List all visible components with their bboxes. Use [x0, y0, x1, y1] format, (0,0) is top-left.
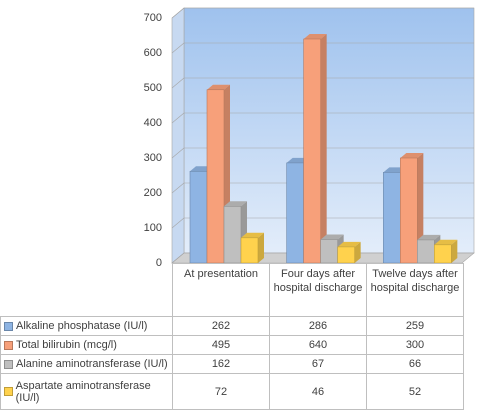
grid-line-side: [171, 7, 185, 19]
bar: [383, 172, 401, 264]
y-tick-label: 0: [156, 257, 162, 269]
category-label: Twelve days after hospital discharge: [366, 263, 464, 317]
bar-top: [337, 241, 361, 247]
value-cell: 495: [172, 335, 270, 355]
side-wall: [171, 7, 185, 264]
category-label: At presentation: [172, 263, 270, 317]
grid-line-side: [171, 112, 185, 124]
value-cell: 262: [172, 316, 270, 336]
table-row: Aspartate aminotransferase (IU/l) 72 46 52: [0, 373, 464, 410]
value-cell: 66: [366, 354, 464, 374]
data-table: At presentation Four days after hospital …: [0, 263, 464, 410]
table-row: Alkaline phosphatase (IU/l) 262 286 259: [0, 316, 464, 336]
bar-top: [417, 234, 441, 240]
legend-label: Alkaline phosphatase (IU/l): [16, 320, 148, 332]
bar: [189, 171, 208, 264]
bar-side: [451, 239, 458, 263]
bar-side: [417, 153, 424, 263]
bar-top: [303, 34, 327, 39]
legend-label: Total bilirubin (mcg/l): [16, 339, 117, 351]
category-label: Four days after hospital discharge: [269, 263, 367, 317]
bar: [320, 239, 338, 264]
bar: [400, 157, 418, 264]
y-tick-label: 100: [144, 222, 162, 234]
bar-top: [207, 84, 230, 90]
blank-cell: [1, 264, 173, 317]
row-label: Total bilirubin (mcg/l): [4, 339, 169, 351]
value-cell: 300: [366, 335, 464, 355]
bar-top: [320, 234, 344, 240]
bar: [303, 38, 321, 264]
row-label: Aspartate aminotransferase (IU/l): [4, 380, 169, 404]
y-tick-label: 600: [144, 47, 162, 59]
y-tick-label: 200: [144, 187, 162, 199]
bar-top: [434, 239, 458, 245]
row-label-cell: Aspartate aminotransferase (IU/l): [0, 373, 173, 410]
value-cell: 67: [269, 354, 367, 374]
y-tick-label: 700: [144, 12, 162, 24]
value-cell: 52: [366, 373, 464, 410]
grid-line-side: [171, 42, 185, 54]
row-label-cell: Alkaline phosphatase (IU/l): [0, 316, 173, 336]
row-label-cell: Alanine aminotransferase (IU/l): [0, 354, 173, 374]
grid-line-side: [171, 217, 185, 229]
value-cell: 286: [269, 316, 367, 336]
bar-top: [224, 201, 247, 207]
bar: [240, 237, 259, 264]
bar: [417, 239, 435, 264]
value-cell: 72: [172, 373, 270, 410]
legend-key: [4, 359, 13, 369]
table-header-row: At presentation Four days after hospital …: [1, 263, 464, 317]
row-label: Alanine aminotransferase (IU/l): [4, 358, 169, 370]
value-cell: 259: [366, 316, 464, 336]
y-tick-label: 500: [144, 82, 162, 94]
grid-line-side: [171, 252, 185, 264]
legend-key: [4, 321, 13, 331]
bar: [206, 89, 225, 264]
row-label-cell: Total bilirubin (mcg/l): [0, 335, 173, 355]
bar-top: [241, 232, 264, 238]
row-label: Alkaline phosphatase (IU/l): [4, 320, 169, 332]
legend-key: [4, 387, 13, 396]
bar-top: [400, 153, 424, 158]
value-cell: 162: [172, 354, 270, 374]
bar-side: [320, 34, 327, 263]
legend-key: [4, 340, 13, 350]
bar: [286, 162, 304, 264]
table-row: Total bilirubin (mcg/l) 495 640 300: [0, 335, 464, 355]
grid-line-side: [171, 77, 185, 89]
value-cell: 640: [269, 335, 367, 355]
bar: [337, 246, 355, 264]
bar: [434, 244, 452, 264]
grid-line-side: [171, 147, 185, 159]
y-tick-label: 400: [144, 117, 162, 129]
bar-side: [258, 232, 264, 263]
legend-label: Alanine aminotransferase (IU/l): [16, 358, 168, 370]
y-tick-label: 300: [144, 152, 162, 164]
value-cell: 46: [269, 373, 367, 410]
table-row: Alanine aminotransferase (IU/l) 162 67 66: [0, 354, 464, 374]
bar: [223, 206, 242, 264]
bar-side: [354, 241, 361, 263]
grid-line-side: [171, 182, 185, 194]
legend-label: Aspartate aminotransferase (IU/l): [15, 379, 151, 404]
